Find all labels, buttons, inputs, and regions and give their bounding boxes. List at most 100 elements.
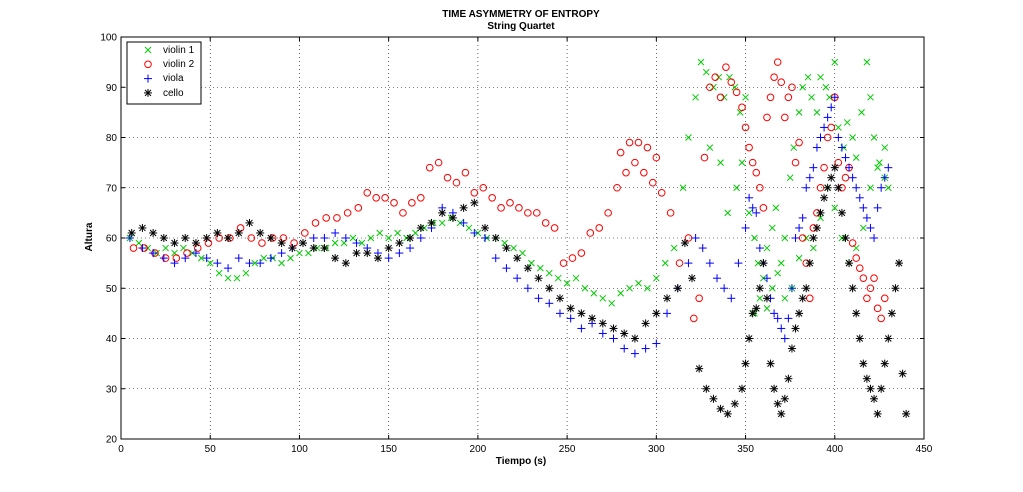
legend-symbol-viola [144,74,152,83]
point-cello [716,404,725,413]
y-tick-label: 80 [106,133,118,144]
point-violin-1 [738,159,746,166]
point-cello [784,374,793,383]
point-violin-1 [810,244,817,252]
point-viola [720,284,729,293]
point-violin-1 [331,239,339,247]
point-cello [737,384,746,393]
y-tick-label: 20 [106,435,118,446]
point-violin-1 [528,259,535,267]
x-tick-label: 300 [648,444,665,455]
point-violin-1 [874,164,881,172]
point-cello [891,284,900,293]
point-violin-2 [820,163,828,172]
x-tick-label: 250 [559,444,576,455]
point-viola [534,294,543,303]
point-violin-1 [572,274,580,282]
point-violin-2 [541,219,550,227]
point-violin-2 [559,259,568,267]
point-violin-1 [768,224,776,232]
point-cello [224,234,233,242]
point-viola [384,254,393,263]
point-violin-2 [752,168,761,177]
point-viola [652,339,661,348]
point-viola [523,284,532,293]
point-violin-2 [443,173,452,182]
point-viola [877,183,886,192]
point-violin-2 [722,63,730,71]
series-cello [127,163,911,418]
point-cello [555,294,564,303]
point-cello [566,304,575,313]
point-cello [427,218,436,227]
point-cello [373,254,382,263]
legend-label-violin-1: violin 1 [163,45,195,56]
point-viola [855,193,864,202]
point-cello [880,359,889,368]
point-violin-1 [843,119,851,126]
point-violin-2 [643,143,652,152]
point-violin-1 [510,244,517,252]
point-violin-2 [425,163,434,172]
point-violin-1 [790,144,798,151]
point-viola [762,274,771,283]
point-cello [620,329,629,338]
point-violin-2 [613,183,621,192]
legend-label-cello: cello [163,88,184,99]
point-violin-1 [768,284,776,292]
point-viola [770,309,779,318]
point-cello [873,409,882,418]
point-violin-2 [711,73,720,81]
point-violin-2 [390,199,398,207]
point-cello [859,359,868,368]
point-cello [191,239,200,248]
point-violin-1 [876,159,883,166]
point-violin-2 [461,168,470,177]
point-viola [170,259,179,268]
point-viola [755,244,764,253]
point-violin-1 [852,154,860,161]
point-violin-2 [738,103,746,112]
point-cello [545,284,554,293]
point-cello [680,239,689,248]
legend-symbol-violin-1 [144,46,152,54]
point-cello [830,163,839,172]
point-viola [191,249,200,258]
point-violin-1 [242,269,250,277]
point-cello [513,254,522,263]
point-cello [641,319,650,328]
point-violin-2 [877,314,885,323]
point-violin-2 [766,93,775,102]
point-violin-1 [233,274,241,282]
point-violin-2 [470,188,479,197]
point-cello [741,359,750,368]
x-tick-label: 0 [118,444,124,455]
point-cello [791,324,800,333]
point-violin-2 [631,158,639,167]
point-violin-2 [666,209,675,217]
point-violin-1 [215,269,223,277]
point-cello [870,394,879,403]
chart-subtitle: String Quartet [487,21,555,32]
point-violin-1 [224,274,232,282]
point-cello [780,394,789,403]
point-violin-1 [545,269,553,277]
point-cello [384,244,393,253]
point-violin-1 [858,109,865,116]
point-violin-1 [817,73,824,81]
point-cello [748,309,757,318]
point-viola [513,274,522,283]
point-viola [181,254,190,263]
point-violin-1 [465,224,473,232]
point-violin-1 [385,234,393,242]
point-viola [698,244,707,253]
point-cello [805,259,814,268]
point-viola [470,228,479,237]
point-violin-2 [716,93,725,102]
point-violin-1 [763,244,771,252]
point-violin-2 [880,294,889,303]
point-violin-1 [756,294,764,302]
point-viola [641,344,650,353]
point-cello [762,294,771,303]
